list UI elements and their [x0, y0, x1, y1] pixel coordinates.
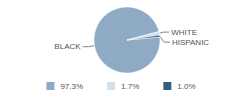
svg-text:1.0%: 1.0%: [177, 82, 195, 91]
svg-text:97.3%: 97.3%: [60, 82, 83, 91]
svg-text:1.7%: 1.7%: [121, 82, 139, 91]
svg-text:BLACK: BLACK: [54, 42, 81, 51]
svg-text:WHITE: WHITE: [171, 28, 197, 37]
svg-text:HISPANIC: HISPANIC: [172, 38, 209, 47]
